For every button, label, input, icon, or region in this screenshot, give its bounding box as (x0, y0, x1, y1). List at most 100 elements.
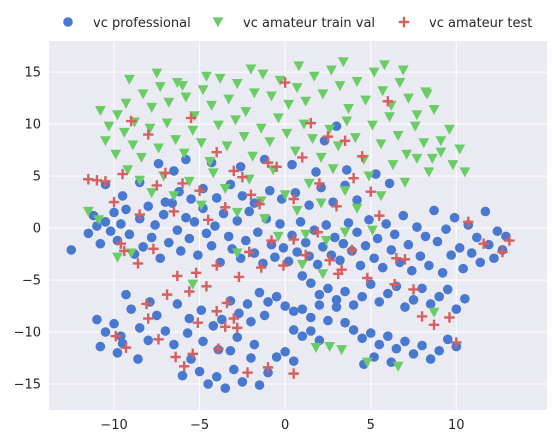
data-point-series-1 (334, 81, 346, 92)
data-point-series-1 (177, 81, 188, 92)
data-point-series-0 (369, 253, 379, 264)
data-point-series-0 (175, 246, 186, 256)
data-point-series-2 (110, 331, 121, 342)
data-point-series-0 (242, 299, 253, 309)
data-point-series-1 (363, 171, 375, 182)
data-point-series-0 (451, 304, 462, 314)
data-point-series-0 (304, 200, 314, 211)
data-point-series-2 (178, 361, 190, 372)
data-point-series-1 (93, 215, 105, 226)
data-point-series-2 (211, 260, 222, 271)
data-point-series-2 (271, 161, 282, 172)
data-point-series-0 (237, 377, 248, 387)
data-point-series-2 (331, 201, 342, 212)
data-point-series-1 (219, 184, 231, 194)
data-point-series-2 (451, 337, 462, 348)
data-point-series-0 (391, 281, 402, 292)
data-point-series-1 (435, 147, 447, 158)
data-point-series-1 (238, 132, 250, 143)
data-point-series-1 (392, 361, 404, 372)
data-point-series-1 (368, 67, 380, 78)
data-point-series-0 (352, 227, 362, 238)
data-point-series-2 (374, 210, 385, 221)
data-point-series-0 (229, 364, 239, 375)
data-point-series-0 (210, 221, 220, 231)
data-point-series-0 (181, 212, 191, 223)
data-point-series-1 (255, 123, 267, 134)
data-point-series-2 (228, 313, 240, 324)
data-point-series-0 (446, 250, 456, 260)
data-point-series-0 (338, 238, 349, 249)
data-point-series-0 (252, 227, 263, 238)
data-point-series-0 (400, 302, 410, 312)
data-point-series-1 (201, 71, 212, 82)
data-point-series-1 (428, 105, 440, 116)
x-tick-label: −5 (190, 418, 209, 433)
data-point-series-0 (203, 379, 213, 389)
series-1 (82, 57, 471, 372)
data-point-series-0 (133, 354, 143, 364)
x-tick-label: 0 (281, 418, 289, 433)
data-point-series-1 (324, 342, 336, 352)
data-point-series-1 (291, 83, 303, 94)
data-point-series-0 (365, 328, 376, 338)
data-point-series-2 (254, 198, 265, 210)
data-point-series-0 (429, 205, 439, 216)
data-point-series-2 (262, 157, 274, 168)
data-point-series-2 (220, 321, 231, 333)
data-point-series-0 (95, 341, 106, 352)
data-point-series-0 (386, 245, 397, 255)
data-point-series-1 (255, 196, 267, 207)
data-point-series-1 (375, 191, 387, 202)
data-point-series-1 (397, 65, 409, 76)
data-point-series-0 (340, 317, 350, 328)
data-point-series-0 (121, 204, 131, 215)
data-point-series-2 (244, 246, 255, 258)
data-point-series-0 (158, 209, 169, 220)
data-point-series-0 (211, 371, 222, 382)
data-point-series-0 (143, 201, 154, 212)
data-point-series-1 (183, 176, 195, 187)
data-point-series-0 (425, 354, 436, 364)
data-point-series-2 (305, 117, 317, 129)
data-point-series-0 (386, 357, 397, 367)
data-point-series-0 (383, 288, 393, 299)
data-point-series-1 (134, 175, 146, 186)
data-point-series-1 (187, 125, 199, 136)
data-point-series-1 (221, 141, 233, 152)
data-point-series-1 (161, 118, 173, 129)
data-point-series-2 (279, 77, 291, 88)
data-point-series-2 (220, 202, 231, 213)
data-point-series-0 (246, 353, 256, 363)
data-point-series-2 (143, 313, 154, 324)
data-point-series-1 (231, 207, 243, 218)
data-point-series-2 (161, 289, 173, 300)
data-point-series-1 (146, 188, 158, 199)
data-point-series-1 (341, 116, 353, 127)
data-point-series-1 (310, 343, 322, 354)
data-point-series-1 (291, 205, 303, 216)
data-point-series-0 (326, 250, 337, 260)
data-point-series-0 (480, 206, 491, 217)
data-point-series-1 (324, 124, 336, 135)
data-point-series-2 (382, 96, 394, 107)
data-point-series-1 (231, 248, 243, 259)
data-point-series-0 (138, 242, 148, 252)
data-point-series-0 (271, 291, 282, 302)
data-point-series-0 (150, 220, 160, 230)
data-point-series-0 (407, 265, 417, 276)
data-point-series-1 (336, 345, 348, 356)
y-tick-label: 0 (33, 222, 41, 237)
data-point-series-0 (186, 354, 196, 364)
data-point-series-2 (288, 368, 299, 379)
data-point-series-0 (254, 380, 265, 390)
data-point-series-0 (329, 232, 340, 243)
data-point-series-1 (163, 97, 175, 108)
data-point-series-1 (223, 94, 235, 105)
data-point-series-1 (195, 200, 207, 211)
data-point-series-0 (182, 328, 193, 338)
data-point-series-1 (112, 110, 123, 121)
data-point-series-0 (323, 283, 333, 294)
data-point-series-1 (259, 214, 271, 225)
data-point-series-2 (237, 171, 248, 183)
